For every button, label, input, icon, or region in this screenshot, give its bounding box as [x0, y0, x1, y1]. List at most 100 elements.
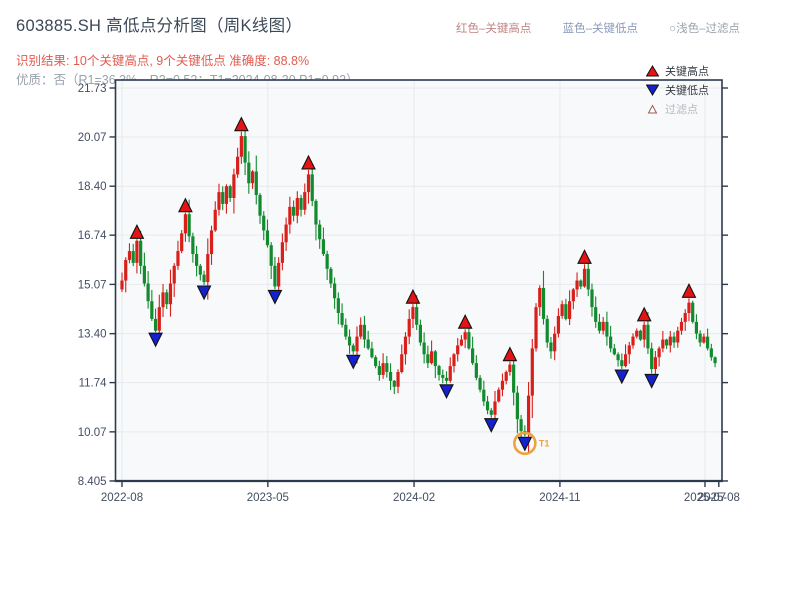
candle-body — [161, 292, 165, 308]
candle-body — [620, 360, 624, 367]
key-high-marker — [577, 249, 592, 264]
candle-body — [713, 357, 717, 364]
key-high-marker — [636, 306, 652, 322]
candle-body — [471, 348, 475, 364]
key-low-marker — [644, 373, 660, 389]
candle-body — [396, 371, 400, 387]
candle-body — [519, 419, 523, 431]
candle-body — [702, 336, 706, 343]
y-tick-label: 18.40 — [78, 181, 107, 193]
candle-body — [388, 371, 393, 381]
candle-body — [381, 363, 385, 375]
candle-body — [213, 209, 217, 231]
candle-body — [306, 174, 311, 193]
candle-body — [370, 348, 374, 358]
candle-body — [377, 366, 381, 375]
candle-body — [586, 268, 590, 290]
page-title: 603885.SH 高低点分析图（周K线图） — [16, 17, 303, 35]
y-tick-label: 16.74 — [78, 230, 107, 242]
candle-body — [269, 245, 273, 266]
candle-body — [254, 171, 258, 196]
candle-body — [444, 377, 449, 381]
candle-body — [698, 333, 702, 343]
y-tick-label: 8.405 — [78, 476, 107, 488]
candle-body — [385, 363, 389, 372]
candle-body — [325, 254, 329, 269]
candle-body — [374, 357, 378, 367]
key-high-marker — [178, 197, 193, 213]
candle-body — [474, 363, 478, 378]
candle-body — [142, 265, 146, 284]
candle-body — [616, 354, 620, 361]
key-low-marker — [517, 436, 533, 452]
candle-body — [314, 200, 318, 225]
candle-body — [515, 392, 519, 420]
candle-body — [664, 339, 669, 346]
candle-body — [291, 206, 296, 216]
candle-body — [333, 283, 337, 299]
candle-body — [139, 240, 143, 266]
candle-body — [415, 307, 419, 325]
candle-body — [534, 307, 538, 349]
candle-body — [564, 304, 568, 319]
candle-body — [433, 351, 437, 367]
candle-body — [221, 192, 225, 204]
candle-body — [594, 307, 598, 322]
candle-body — [661, 339, 665, 349]
candle-body — [329, 268, 333, 284]
candle-body — [489, 410, 493, 415]
candle-body — [691, 302, 695, 322]
candle-body — [560, 304, 564, 316]
candle-body — [504, 371, 508, 381]
candle-body — [601, 321, 605, 331]
key-high-marker — [233, 116, 249, 132]
candle-body — [258, 195, 262, 216]
key-low-marker — [148, 332, 163, 348]
candle-body — [418, 324, 422, 343]
candle-body — [239, 136, 243, 157]
candle-body — [400, 354, 404, 372]
highlight-label: T1 — [539, 438, 550, 448]
candle-body — [224, 186, 229, 204]
candle-body — [579, 280, 583, 287]
candle-body — [668, 336, 672, 346]
candle-body — [500, 380, 505, 390]
candle-body — [497, 389, 501, 402]
candle-body — [635, 330, 639, 337]
candle-body — [403, 336, 408, 355]
candle-body — [236, 156, 240, 175]
key-low-marker — [439, 384, 454, 400]
candle-body — [512, 364, 516, 393]
candle-body — [183, 214, 188, 234]
legend-key-low-label: 关键低点 — [665, 84, 709, 97]
plot-area — [115, 80, 722, 481]
candle-body — [153, 318, 158, 331]
candle-body — [605, 321, 609, 337]
candle-body — [366, 339, 370, 349]
candle-body — [217, 192, 221, 210]
candle-body — [295, 197, 299, 216]
candle-body — [355, 336, 359, 352]
candle-body — [206, 254, 210, 283]
candle-body — [165, 292, 169, 305]
legend-filtered-label: 过滤点 — [665, 103, 698, 116]
candle-body — [538, 287, 542, 308]
key-high-marker — [129, 224, 145, 239]
candle-body — [590, 289, 594, 308]
candle-body — [493, 401, 497, 415]
x-tick-label: 2023-05 — [247, 492, 289, 504]
candle-body — [135, 240, 139, 263]
candle-body — [657, 348, 661, 358]
x-tick-label: 2025-07 — [684, 492, 726, 504]
key-low-marker — [345, 354, 361, 370]
candle-body — [299, 197, 303, 210]
candle-body — [284, 224, 288, 243]
candle-body — [609, 336, 613, 349]
candle-body — [437, 366, 441, 375]
candle-body — [247, 162, 251, 184]
candle-body — [362, 324, 367, 340]
candle-body — [549, 342, 553, 352]
candle-body — [650, 348, 654, 370]
y-tick-label: 10.07 — [78, 427, 107, 439]
candle-body — [273, 265, 277, 287]
